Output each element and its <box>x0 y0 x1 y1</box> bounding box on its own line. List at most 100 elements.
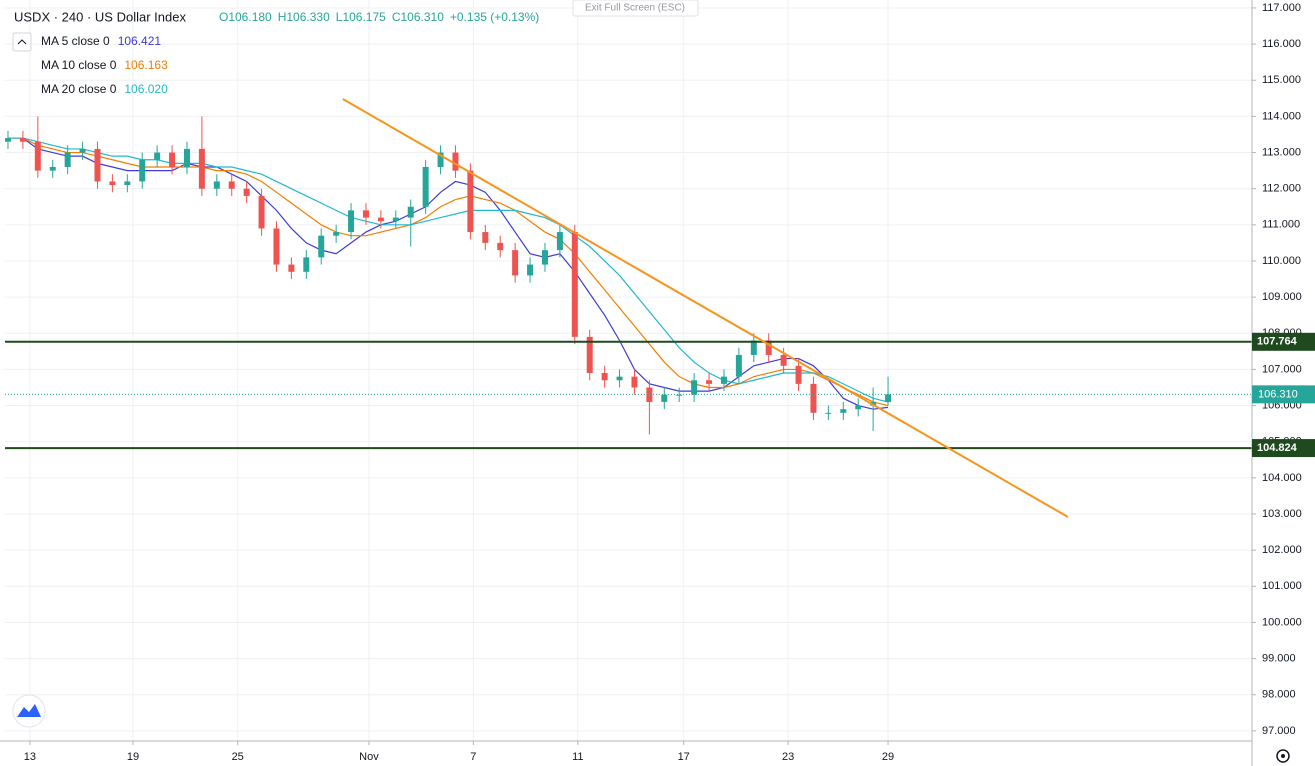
settings-gear[interactable] <box>1276 749 1290 763</box>
candle-body <box>676 394 683 396</box>
last-price-label: 106.310 <box>1258 388 1298 400</box>
candle-body <box>706 380 713 384</box>
y-tick-label: 111.000 <box>1262 219 1300 231</box>
y-tick-label: 116.000 <box>1262 38 1301 50</box>
y-tick-label: 104.000 <box>1262 472 1302 484</box>
x-tick-label: Nov <box>359 751 379 763</box>
candle-body <box>571 232 578 337</box>
candle-body <box>646 387 653 402</box>
collapse-icon <box>17 39 27 45</box>
plot <box>4 98 1252 518</box>
header-value: C106.310 <box>392 10 444 24</box>
gear-hub <box>1281 754 1285 758</box>
header-values: O106.180 H106.330 L106.175 C106.310 +0.135 (… <box>219 10 539 24</box>
y-tick-label: 101.000 <box>1262 580 1302 592</box>
legend-value: 106.020 <box>124 82 168 96</box>
y-tick-label: 114.000 <box>1262 110 1301 122</box>
candle-body <box>94 148 101 182</box>
candle-body <box>228 181 235 189</box>
candle-body <box>303 257 310 272</box>
candle-body <box>288 264 295 272</box>
level-label-box <box>1252 332 1315 351</box>
candle-body <box>437 152 444 167</box>
level-label-box <box>1252 439 1315 458</box>
candle-body <box>616 376 623 381</box>
candle-body <box>169 152 176 167</box>
candle-body <box>139 159 146 182</box>
candle-body <box>691 380 698 395</box>
candle-body <box>527 264 534 276</box>
candle-body <box>452 152 459 171</box>
candle-body <box>4 138 11 142</box>
candle-body <box>258 195 265 229</box>
grid <box>5 0 1252 741</box>
y-tick-label: 117.000 <box>1262 2 1301 14</box>
level-label: 104.824 <box>1257 442 1298 454</box>
candle-body <box>855 405 862 410</box>
level-label: 107.764 <box>1257 336 1298 348</box>
candle-body <box>273 228 280 265</box>
y-tick-label: 103.000 <box>1262 508 1302 520</box>
candle-body <box>243 188 250 196</box>
candle-body <box>810 383 817 413</box>
header-value: +0.135 (+0.13%) <box>450 10 539 24</box>
candle-body <box>49 166 56 171</box>
candle-body <box>795 365 802 384</box>
candle-body <box>213 181 220 189</box>
y-tick-label: 109.000 <box>1262 291 1302 303</box>
candle-body <box>362 210 369 218</box>
candle-body <box>198 148 205 189</box>
candle-body <box>183 148 190 167</box>
candle-body <box>825 412 832 414</box>
candle-body <box>541 250 548 265</box>
candle-body <box>720 376 727 384</box>
y-tick-label: 110.000 <box>1262 255 1301 267</box>
header-value: L106.175 <box>336 10 386 24</box>
y-tick-label: 102.000 <box>1262 544 1302 556</box>
symbol-title: USDX · 240 · US Dollar Index <box>14 9 186 24</box>
legend-name: MA 20 close 0 <box>41 82 117 96</box>
candle-body <box>154 152 161 160</box>
collapse-button[interactable] <box>12 32 32 52</box>
axes: 97.000 98.000 99.000 100.000 101.000 102.000 1… <box>24 2 1315 763</box>
y-tick-label: 100.000 <box>1262 616 1302 628</box>
candle-body <box>467 170 474 233</box>
logo-circle[interactable] <box>12 694 46 728</box>
y-tick-label: 97.000 <box>1262 725 1296 737</box>
candle-body <box>750 340 757 355</box>
candle-body <box>124 181 131 186</box>
candle-body <box>333 232 340 236</box>
candle-body <box>377 217 384 222</box>
last-price-box <box>1252 385 1315 404</box>
x-tick-label: 11 <box>572 751 583 763</box>
candle-body <box>780 354 787 366</box>
legend-name: MA 10 close 0 <box>41 58 117 72</box>
candle-body <box>512 250 519 276</box>
candle-body <box>318 235 325 258</box>
y-tick-label: 99.000 <box>1262 652 1296 664</box>
legend-value: 106.163 <box>124 58 168 72</box>
x-tick-label: 25 <box>232 751 244 763</box>
fullscreen-hint[interactable]: Exit Full Screen (ESC) <box>585 3 685 14</box>
header-value: H106.330 <box>278 10 330 24</box>
x-tick-label: 23 <box>782 751 794 763</box>
y-tick-label: 98.000 <box>1262 689 1296 701</box>
candle-body <box>765 340 772 355</box>
logo-mark <box>17 704 41 717</box>
candle-body <box>34 141 41 171</box>
gear-ring[interactable] <box>1276 749 1290 763</box>
candle-body <box>422 166 429 207</box>
candle-body <box>348 210 355 233</box>
x-tick-label: 17 <box>678 751 690 763</box>
legend-value: 106.421 <box>118 34 162 48</box>
tv-logo[interactable] <box>12 694 46 728</box>
x-tick-label: 29 <box>882 751 894 763</box>
candle-body <box>885 394 892 402</box>
fullscreen-hint-box[interactable] <box>572 0 699 17</box>
y-tick-label: 107.000 <box>1262 363 1302 375</box>
x-tick-label: 7 <box>470 751 476 763</box>
candle-body <box>392 217 399 222</box>
header-value: O106.180 <box>219 10 272 24</box>
candle-body <box>840 409 847 413</box>
